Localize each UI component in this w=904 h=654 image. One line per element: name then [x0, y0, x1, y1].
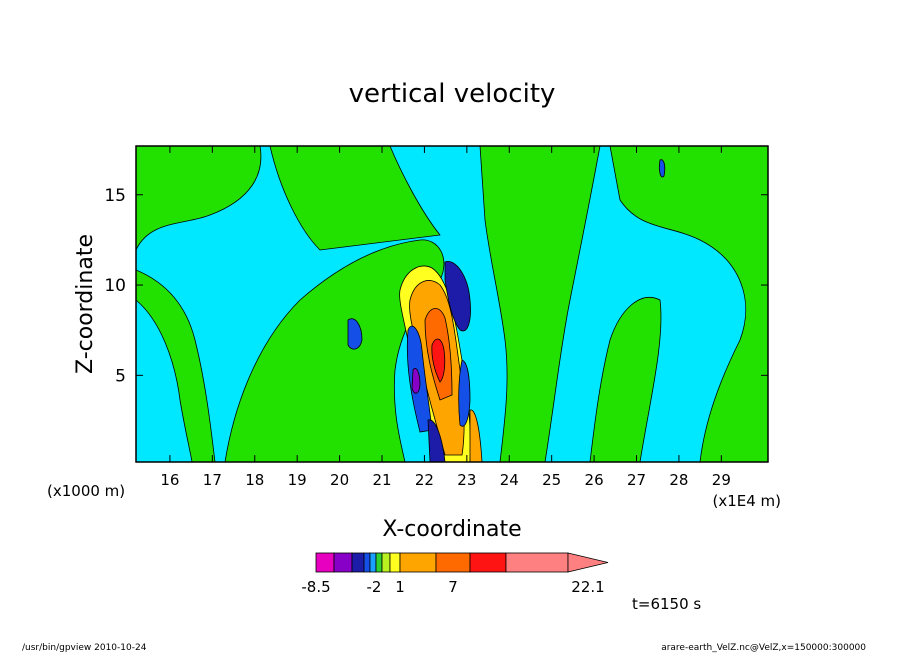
x-tick-label: 21	[372, 471, 391, 489]
colorbar-swatch	[315, 552, 335, 573]
x-axis: 16 17 18 19 20 21 22 23 24 25 26 27 28 29	[160, 146, 731, 489]
colorbar-swatch	[389, 552, 401, 573]
x-tick-label: 24	[500, 471, 519, 489]
y-axis: 5 10 15	[104, 186, 768, 386]
plot-frame	[135, 145, 769, 463]
x-unit-left: (x1000 m)	[47, 482, 125, 500]
x-tick-label: 19	[288, 471, 307, 489]
green-band-upper	[269, 146, 441, 251]
x-tick-label: 20	[330, 471, 349, 489]
y-axis-label: Z-coordinate	[73, 234, 98, 374]
x-tick-label: 17	[203, 471, 222, 489]
colorbar-swatch	[363, 552, 371, 573]
footer-left: /usr/bin/gpview 2010-10-24	[22, 643, 147, 653]
colorbar-label: 1	[395, 578, 405, 596]
plot-field	[136, 146, 768, 462]
x-tick-label: 28	[669, 471, 688, 489]
footer-right: arare-earth_VelZ.nc@VelZ,x=150000:300000	[661, 643, 866, 653]
green-band-right	[609, 146, 768, 462]
x-tick-label: 29	[712, 471, 731, 489]
y-tick-label: 10	[104, 276, 126, 296]
colorbar-extension-arrow	[567, 552, 609, 573]
x-unit-right: (x1E4 m)	[712, 492, 781, 510]
green-band-bottom-right	[589, 297, 662, 462]
green-band-lower-left	[136, 269, 216, 462]
x-axis-label: X-coordinate	[382, 517, 521, 542]
updraft-regions	[136, 146, 768, 462]
colorbar-swatch	[435, 552, 471, 573]
colorbar-label: 7	[448, 578, 458, 596]
colorbar-swatch	[351, 552, 365, 573]
colorbar-swatch	[399, 552, 437, 573]
colorbar-swatch	[505, 552, 569, 573]
colorbar-label: -2	[367, 578, 382, 596]
x-tick-label: 25	[542, 471, 561, 489]
colorbar-label: 22.1	[571, 578, 604, 596]
colorbar-swatch	[381, 552, 391, 573]
x-tick-label: 27	[627, 471, 646, 489]
y-tick-label: 5	[115, 366, 126, 386]
x-tick-label: 18	[245, 471, 264, 489]
x-tick-label: 23	[457, 471, 476, 489]
green-band-center	[224, 239, 445, 462]
convective-core	[347, 159, 666, 462]
colorbar-swatch	[369, 552, 377, 573]
colorbar-swatch	[333, 552, 353, 573]
time-annotation: t=6150 s	[632, 595, 701, 613]
colorbar: -8.5 -2 1 7 22.1	[301, 552, 609, 596]
colorbar-swatch	[469, 552, 507, 573]
x-tick-label: 22	[415, 471, 434, 489]
x-tick-label: 16	[160, 471, 179, 489]
green-band-left	[136, 146, 262, 251]
colorbar-label: -8.5	[301, 578, 330, 596]
x-tick-label: 26	[585, 471, 604, 489]
chart-title: vertical velocity	[349, 79, 556, 109]
colorbar-swatch	[375, 552, 383, 573]
y-tick-label: 15	[104, 186, 126, 206]
